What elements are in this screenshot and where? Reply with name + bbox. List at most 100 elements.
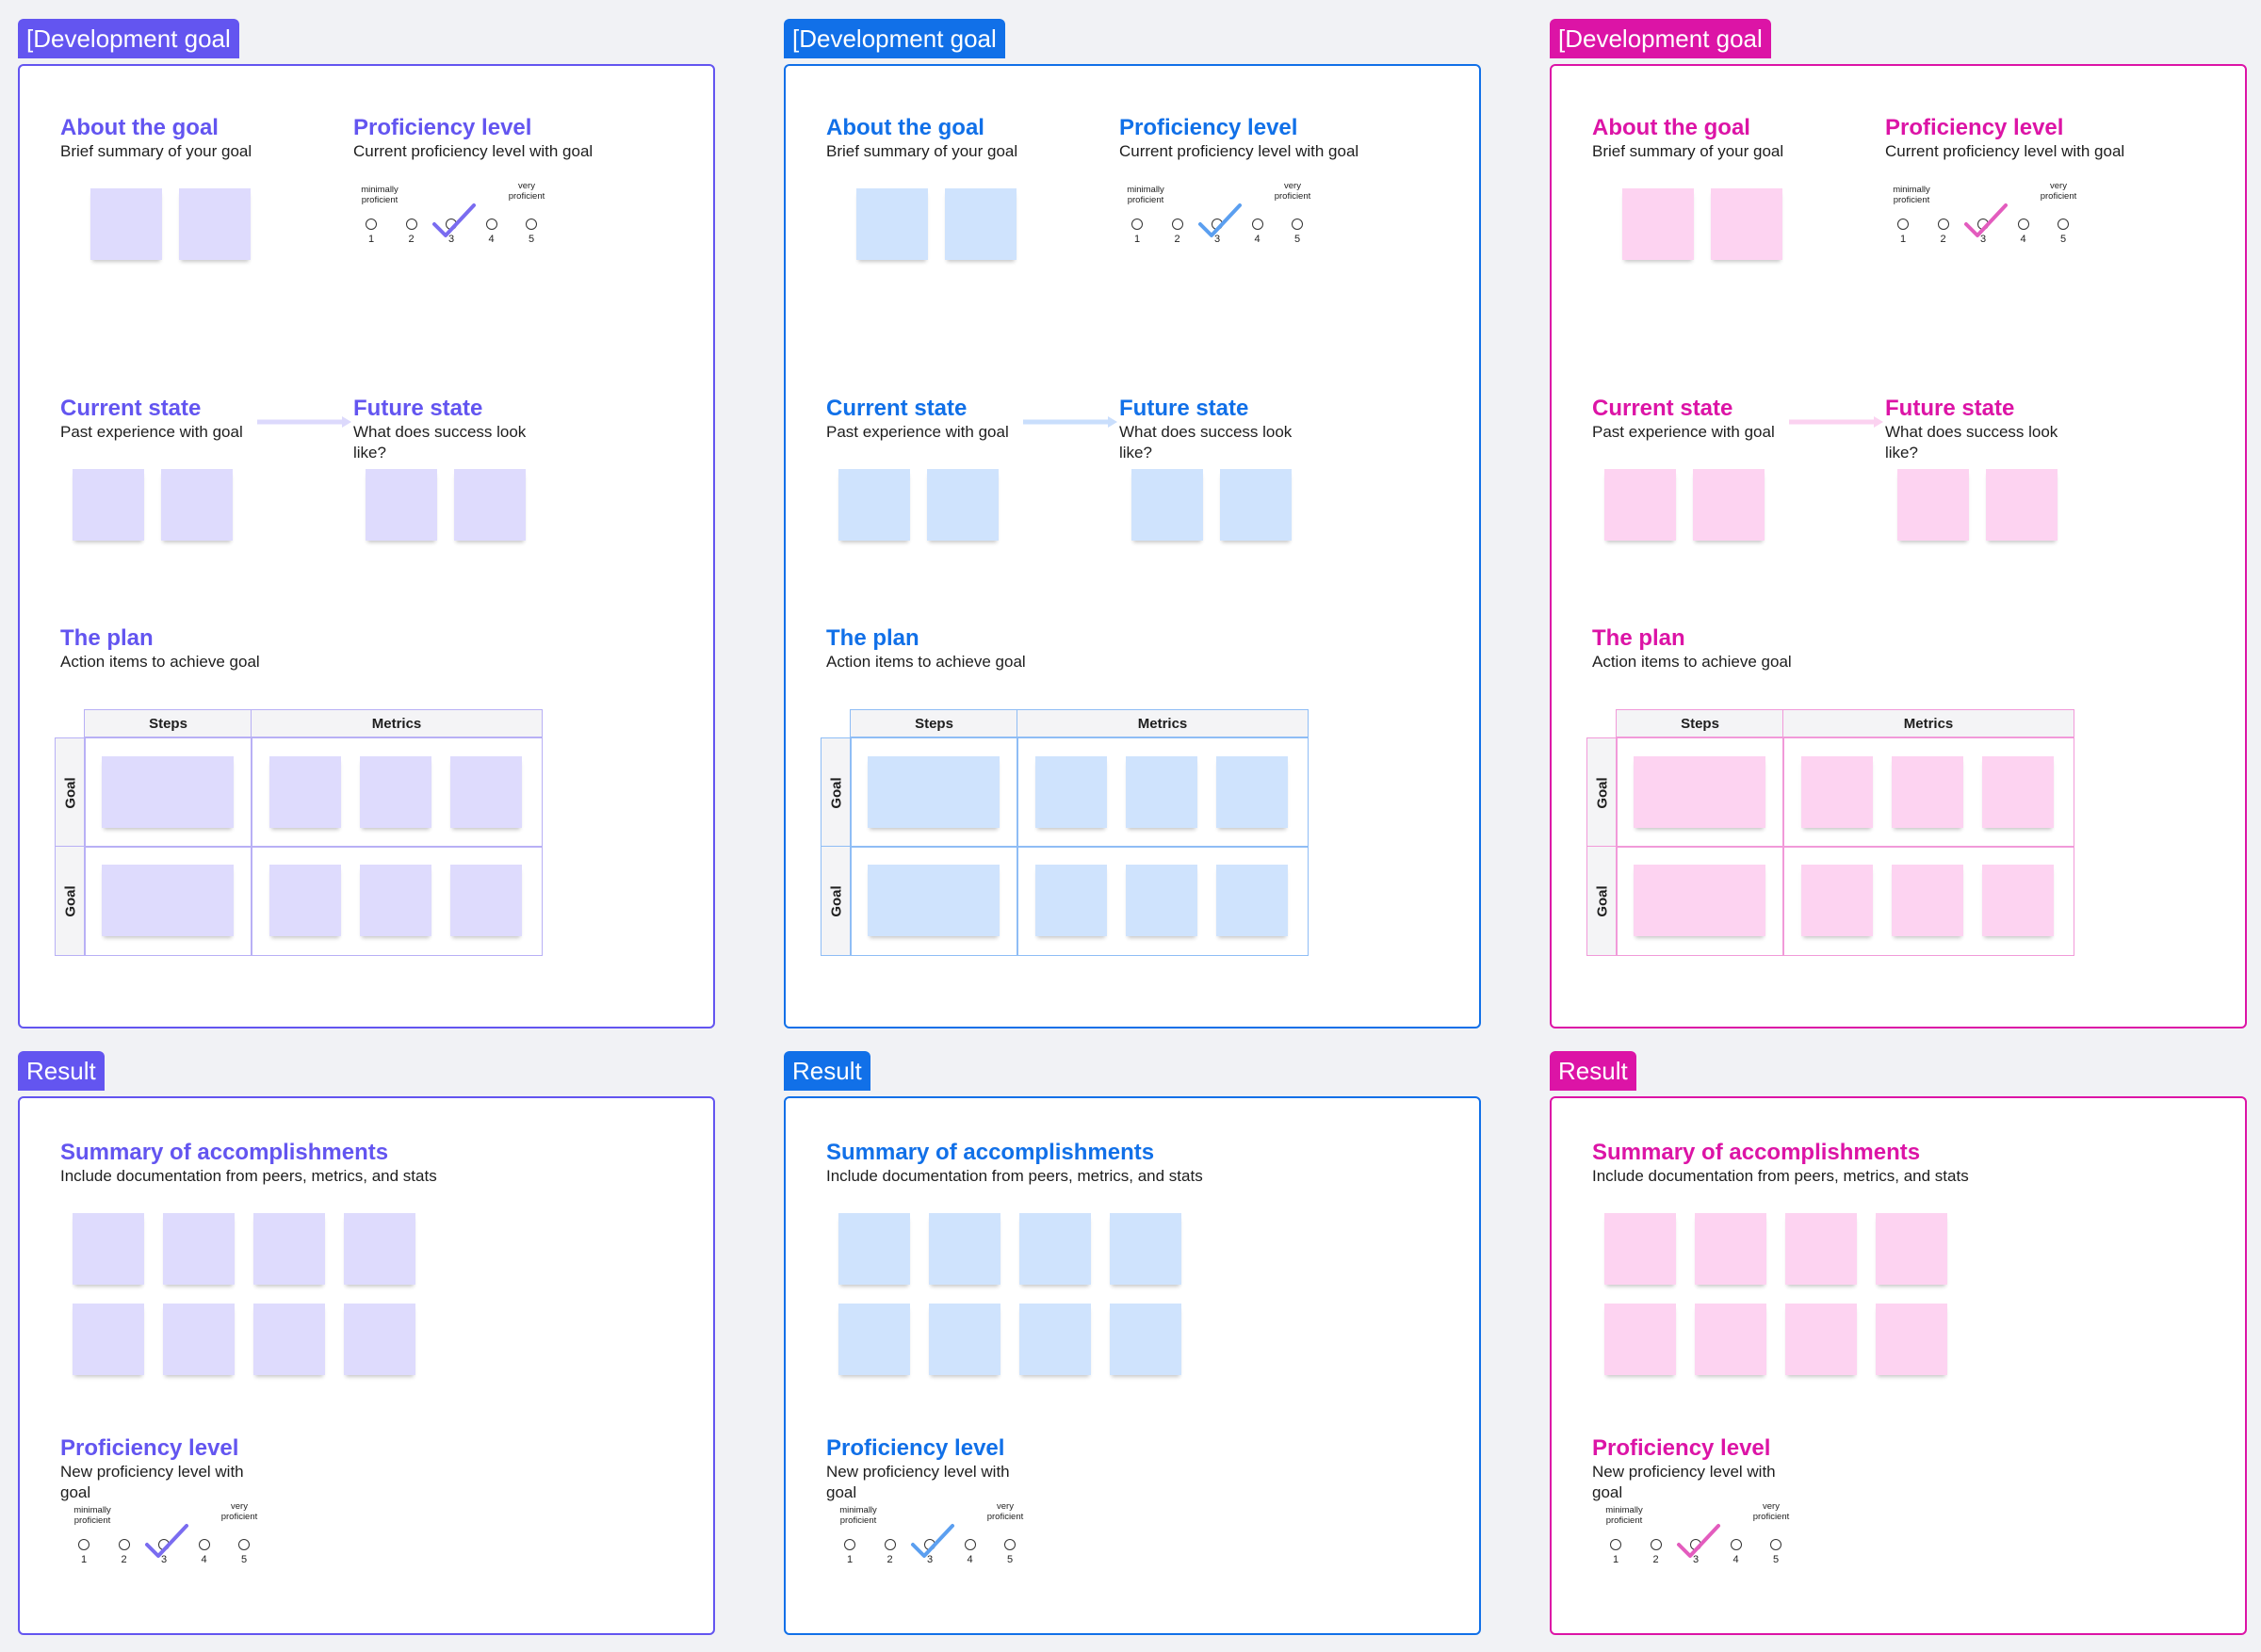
table-cell[interactable] <box>1017 737 1309 848</box>
sticky-note[interactable] <box>102 865 234 936</box>
sticky-note[interactable] <box>1131 469 1203 541</box>
scale-option-5[interactable] <box>1004 1539 1016 1550</box>
sticky-note[interactable] <box>1604 469 1676 541</box>
development-goal-frame[interactable]: About the goal Brief summary of your goa… <box>784 64 1481 1028</box>
sticky-note[interactable] <box>1982 865 2054 936</box>
sticky-note[interactable] <box>1035 756 1107 828</box>
sticky-note[interactable] <box>1220 469 1292 541</box>
sticky-note[interactable] <box>1126 865 1197 936</box>
result-frame[interactable]: Summary of accomplishments Include docum… <box>784 1096 1481 1635</box>
sticky-note[interactable] <box>344 1213 415 1285</box>
table-cell[interactable] <box>850 846 1018 956</box>
sticky-note[interactable] <box>269 756 341 828</box>
sticky-note[interactable] <box>1785 1213 1857 1285</box>
sticky-note[interactable] <box>868 756 1000 828</box>
sticky-note[interactable] <box>1604 1213 1676 1285</box>
sticky-note[interactable] <box>344 1304 415 1375</box>
scale-option-2[interactable] <box>118 1539 130 1550</box>
development-goal-frame-label[interactable]: [Development goal <box>784 19 1005 58</box>
sticky-note[interactable] <box>838 1213 910 1285</box>
table-cell[interactable] <box>1782 846 2074 956</box>
table-cell[interactable] <box>1616 737 1784 848</box>
sticky-note[interactable] <box>1892 865 1963 936</box>
sticky-note[interactable] <box>838 469 910 541</box>
table-cell[interactable] <box>84 846 252 956</box>
sticky-note[interactable] <box>360 865 431 936</box>
scale-option-1[interactable] <box>1610 1539 1621 1550</box>
sticky-note[interactable] <box>856 188 928 260</box>
scale-option-5[interactable] <box>526 219 537 230</box>
development-goal-frame[interactable]: About the goal Brief summary of your goa… <box>1550 64 2247 1028</box>
sticky-note[interactable] <box>1110 1213 1181 1285</box>
scale-option-4[interactable] <box>1251 219 1263 230</box>
sticky-note[interactable] <box>366 469 437 541</box>
table-cell[interactable] <box>1782 737 2074 848</box>
scale-option-5[interactable] <box>238 1539 250 1550</box>
scale-option-2[interactable] <box>884 1539 896 1550</box>
sticky-note[interactable] <box>1785 1304 1857 1375</box>
sticky-note[interactable] <box>1604 1304 1676 1375</box>
result-frame-label[interactable]: Result <box>1550 1051 1636 1091</box>
sticky-note[interactable] <box>1986 469 2058 541</box>
sticky-note[interactable] <box>927 469 999 541</box>
sticky-note[interactable] <box>1216 865 1288 936</box>
table-cell[interactable] <box>850 737 1018 848</box>
sticky-note[interactable] <box>945 188 1017 260</box>
scale-option-1[interactable] <box>1131 219 1143 230</box>
scale-option-1[interactable] <box>1897 219 1909 230</box>
scale-option-1[interactable] <box>366 219 377 230</box>
sticky-note[interactable] <box>450 865 522 936</box>
sticky-note[interactable] <box>1892 756 1963 828</box>
development-goal-frame[interactable]: About the goal Brief summary of your goa… <box>18 64 715 1028</box>
sticky-note[interactable] <box>253 1213 325 1285</box>
sticky-note[interactable] <box>163 1304 235 1375</box>
sticky-note[interactable] <box>1622 188 1694 260</box>
table-cell[interactable] <box>251 737 543 848</box>
table-cell[interactable] <box>1616 846 1784 956</box>
development-goal-frame-label[interactable]: [Development goal <box>1550 19 1771 58</box>
sticky-note[interactable] <box>102 756 234 828</box>
sticky-note[interactable] <box>1876 1304 1947 1375</box>
sticky-note[interactable] <box>929 1213 1000 1285</box>
sticky-note[interactable] <box>1695 1213 1766 1285</box>
scale-option-5[interactable] <box>1292 219 1303 230</box>
sticky-note[interactable] <box>1897 469 1969 541</box>
development-goal-frame-label[interactable]: [Development goal <box>18 19 239 58</box>
table-cell[interactable] <box>84 737 252 848</box>
sticky-note[interactable] <box>1982 756 2054 828</box>
sticky-note[interactable] <box>1126 756 1197 828</box>
sticky-note[interactable] <box>1876 1213 1947 1285</box>
result-frame-label[interactable]: Result <box>18 1051 105 1091</box>
sticky-note[interactable] <box>1634 865 1765 936</box>
sticky-note[interactable] <box>73 1213 144 1285</box>
sticky-note[interactable] <box>1711 188 1782 260</box>
table-cell[interactable] <box>251 846 543 956</box>
scale-option-2[interactable] <box>405 219 417 230</box>
sticky-note[interactable] <box>1216 756 1288 828</box>
sticky-note[interactable] <box>868 865 1000 936</box>
sticky-note[interactable] <box>253 1304 325 1375</box>
sticky-note[interactable] <box>360 756 431 828</box>
sticky-note[interactable] <box>1693 469 1765 541</box>
sticky-note[interactable] <box>269 865 341 936</box>
sticky-note[interactable] <box>1019 1213 1091 1285</box>
sticky-note[interactable] <box>450 756 522 828</box>
scale-option-5[interactable] <box>2058 219 2069 230</box>
sticky-note[interactable] <box>1801 865 1873 936</box>
sticky-note[interactable] <box>1634 756 1765 828</box>
scale-option-1[interactable] <box>78 1539 89 1550</box>
scale-option-1[interactable] <box>844 1539 855 1550</box>
scale-option-4[interactable] <box>964 1539 976 1550</box>
scale-option-5[interactable] <box>1770 1539 1781 1550</box>
result-frame-label[interactable]: Result <box>784 1051 870 1091</box>
scale-option-4[interactable] <box>1730 1539 1742 1550</box>
sticky-note[interactable] <box>454 469 526 541</box>
result-frame[interactable]: Summary of accomplishments Include docum… <box>18 1096 715 1635</box>
sticky-note[interactable] <box>1695 1304 1766 1375</box>
sticky-note[interactable] <box>179 188 251 260</box>
plan-table[interactable]: Steps Metrics Goal Goal <box>55 709 545 959</box>
scale-option-2[interactable] <box>1650 1539 1662 1550</box>
sticky-note[interactable] <box>90 188 162 260</box>
scale-option-2[interactable] <box>1171 219 1183 230</box>
sticky-note[interactable] <box>1801 756 1873 828</box>
